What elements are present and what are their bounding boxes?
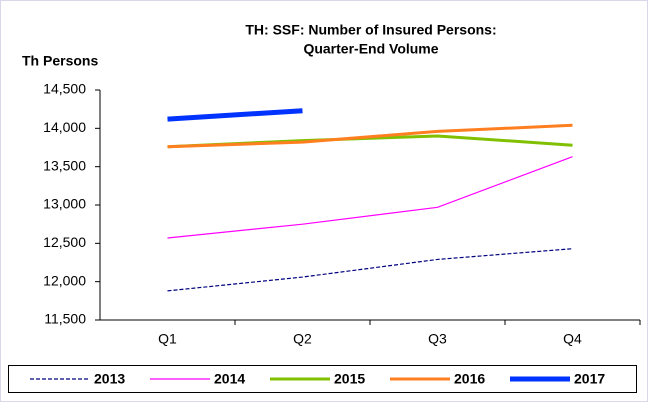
y-axis-label: Th Persons [22, 53, 98, 69]
series-line [167, 156, 573, 239]
y-tick-label: 14,000 [43, 119, 86, 135]
y-tick-label: 13,500 [43, 157, 86, 173]
legend-label: 2013 [94, 371, 125, 387]
x-tick-label: Q4 [563, 331, 582, 347]
series-line [167, 123, 573, 149]
legend-box [8, 365, 637, 393]
y-tick-label: 13,000 [43, 196, 86, 212]
legend-label: 2015 [334, 371, 365, 387]
x-tick-label: Q1 [158, 331, 177, 347]
x-tick-label: Q3 [428, 331, 447, 347]
chart-title: TH: SSF: Number of Insured Persons: [245, 22, 496, 38]
chart-title: Quarter-End Volume [303, 41, 438, 57]
legend-label: 2014 [214, 371, 245, 387]
y-tick-label: 12,000 [43, 272, 86, 288]
y-tick-label: 11,500 [44, 311, 86, 327]
y-tick-label: 12,500 [43, 234, 86, 250]
series-line [167, 248, 573, 292]
legend-label: 2017 [574, 371, 605, 387]
legend-label: 2016 [454, 371, 485, 387]
x-tick-label: Q2 [293, 331, 312, 347]
y-tick-label: 14,500 [43, 81, 86, 97]
series-line [167, 108, 303, 122]
